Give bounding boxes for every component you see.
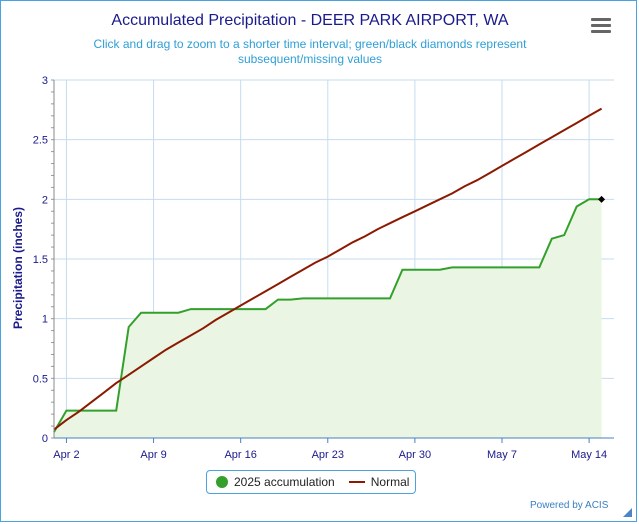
legend-normal-label: Normal <box>370 475 410 489</box>
chart-legend: 2025 accumulation Normal <box>206 470 416 494</box>
y-tick-label: 0 <box>42 433 48 445</box>
y-tick-label: 3 <box>42 75 48 87</box>
y-axis-label: Precipitation (inches) <box>11 207 25 329</box>
chart-title: Accumulated Precipitation - DEER PARK AI… <box>111 12 509 29</box>
y-tick-label: 2 <box>42 194 48 206</box>
normal-series-line <box>53 107 603 431</box>
legend-accumulation-label: 2025 accumulation <box>234 475 335 489</box>
x-tick-label: Apr 30 <box>399 449 431 461</box>
axes: 0 0.5 1 1.5 2 2.5 3 Apr 2 Apr 9 Apr 16 Apr 23 Apr 3… <box>33 75 614 461</box>
y-tick-label: 0.5 <box>33 373 48 385</box>
x-tick-label: Apr 16 <box>224 449 256 461</box>
accumulation-end-diamond-marker <box>598 195 606 203</box>
accumulation-series-line <box>53 198 602 433</box>
chart-subtitle: Click and drag to zoom to a shorter time… <box>93 37 527 66</box>
legend-accumulation-marker <box>216 476 228 488</box>
legend-item-normal[interactable]: Normal <box>335 475 410 489</box>
legend-item-accumulation[interactable]: 2025 accumulation <box>207 475 335 489</box>
y-tick-label: 2.5 <box>33 135 48 147</box>
legend-normal-marker <box>348 481 365 483</box>
accumulation-area-layer <box>54 199 602 438</box>
x-tick-label: May 14 <box>571 449 607 461</box>
series-lines <box>53 107 606 433</box>
accumulation-area-fill <box>54 199 602 438</box>
x-tick-label: Apr 23 <box>312 449 344 461</box>
x-tick-label: Apr 9 <box>140 449 166 461</box>
resize-handle-icon[interactable] <box>623 508 632 517</box>
x-tick-label: May 7 <box>487 449 517 461</box>
y-tick-label: 1.5 <box>33 254 48 266</box>
y-tick-label: 1 <box>42 314 48 326</box>
hamburger-menu-icon[interactable] <box>591 18 611 36</box>
x-tick-label: Apr 2 <box>53 449 79 461</box>
powered-by-acis-link[interactable]: Powered by ACIS <box>530 500 609 511</box>
